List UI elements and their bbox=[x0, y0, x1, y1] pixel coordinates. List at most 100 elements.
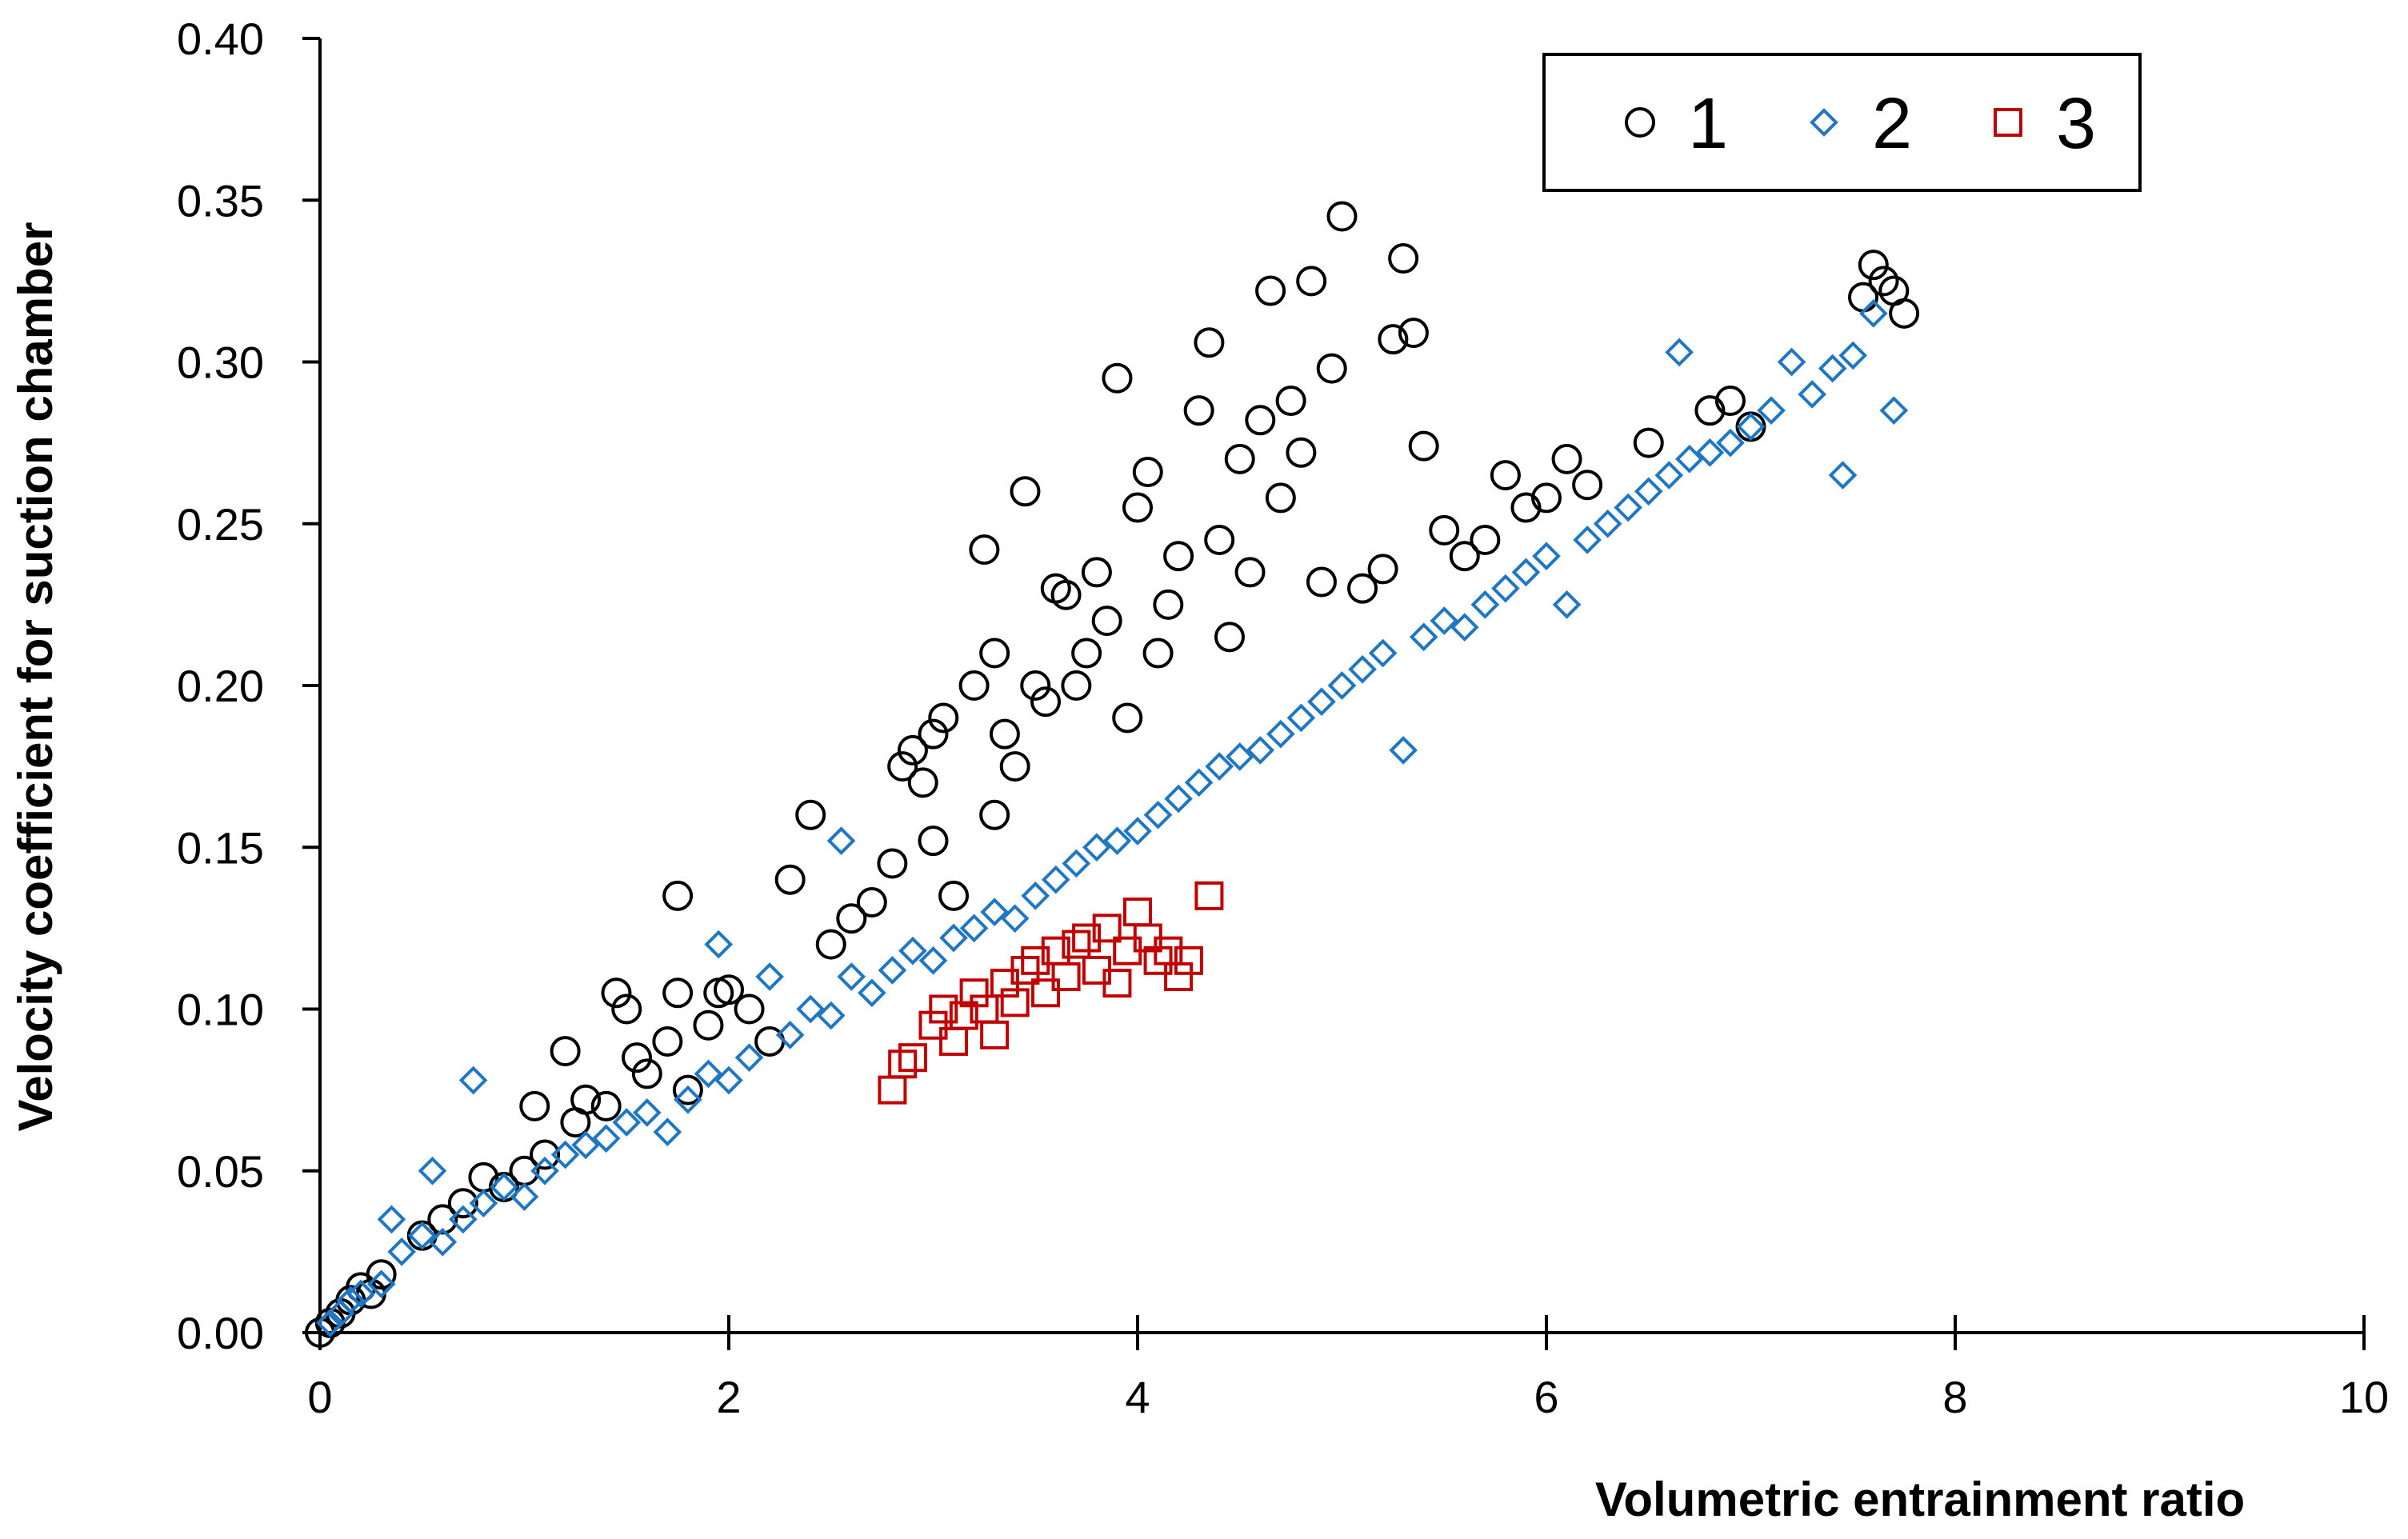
series-1-point bbox=[1326, 201, 1358, 232]
series-1-point bbox=[447, 1188, 478, 1219]
series-2-point bbox=[1818, 354, 1847, 383]
series-2-point bbox=[1409, 622, 1438, 652]
series-2-point bbox=[1225, 742, 1254, 771]
series-3-point bbox=[1000, 988, 1030, 1017]
series-1-point bbox=[979, 638, 1010, 669]
series-2-point bbox=[377, 1205, 406, 1234]
series-2-point bbox=[1828, 461, 1858, 490]
series-2-point bbox=[591, 1124, 621, 1153]
series-2-point bbox=[490, 1173, 518, 1201]
series-1-point bbox=[714, 974, 744, 1005]
series-2-point bbox=[428, 1227, 458, 1257]
series-3-point bbox=[1164, 962, 1194, 992]
series-3-point bbox=[918, 1010, 948, 1040]
series-2-point bbox=[1470, 590, 1500, 619]
series-1-point bbox=[1347, 573, 1378, 604]
series-1-point bbox=[611, 993, 642, 1025]
series-2-point bbox=[1062, 849, 1091, 878]
legend-label-3: 3 bbox=[2056, 84, 2096, 164]
series-2-point bbox=[694, 1059, 723, 1089]
series-1-point bbox=[601, 977, 632, 1009]
series-1-point bbox=[1265, 482, 1296, 514]
series-1-point bbox=[918, 825, 949, 857]
series-2-point bbox=[1286, 703, 1316, 733]
series-2-point bbox=[346, 1279, 375, 1309]
series-1-point bbox=[1142, 638, 1174, 669]
series-2-point bbox=[898, 936, 927, 965]
series-3-point bbox=[1174, 945, 1203, 975]
series-1-point bbox=[1153, 589, 1184, 620]
series-1-point bbox=[1714, 386, 1746, 417]
series-1-point bbox=[622, 1042, 653, 1073]
series-2-point bbox=[1184, 768, 1214, 797]
series-1-point bbox=[427, 1204, 458, 1235]
series-2-point bbox=[1450, 613, 1479, 642]
series-3-point bbox=[1102, 969, 1132, 998]
series-3-point bbox=[1123, 897, 1152, 927]
legend-label-1: 1 bbox=[1688, 84, 1728, 164]
series-2-point bbox=[1348, 654, 1377, 684]
series-1-point bbox=[1081, 557, 1112, 588]
series-2-point bbox=[458, 1065, 488, 1095]
series-1-point bbox=[1091, 606, 1122, 637]
series-2-point bbox=[837, 962, 866, 991]
series-1-point bbox=[519, 1090, 550, 1121]
series-2-point bbox=[1665, 338, 1694, 367]
series-2-point bbox=[510, 1182, 539, 1211]
series-2-point bbox=[632, 1098, 662, 1127]
series-1-point bbox=[836, 903, 867, 934]
series-2-point bbox=[449, 1205, 478, 1234]
series-2-point bbox=[1123, 817, 1152, 845]
series-2-point bbox=[674, 1085, 702, 1114]
series-1-point bbox=[1510, 492, 1542, 523]
series-1-point bbox=[570, 1084, 602, 1115]
series-2-point bbox=[1511, 558, 1541, 587]
series-1-point bbox=[1572, 470, 1603, 501]
series-3-point bbox=[888, 1049, 918, 1079]
y-tick-label: 0.10 bbox=[177, 985, 264, 1035]
series-2-point bbox=[1614, 493, 1643, 522]
series-1-point bbox=[1429, 514, 1460, 546]
series-2-point bbox=[1736, 412, 1766, 442]
series-2-point bbox=[1307, 687, 1336, 717]
series-3-point bbox=[1031, 978, 1061, 1008]
series-1-point bbox=[774, 864, 806, 895]
series-1-point bbox=[928, 702, 959, 734]
series-2-point bbox=[418, 1156, 447, 1185]
series-1-point bbox=[958, 670, 990, 701]
series-1-point bbox=[1470, 524, 1501, 555]
series-1-point bbox=[366, 1259, 397, 1290]
series-2-point bbox=[1327, 671, 1357, 700]
series-2-point bbox=[1041, 865, 1070, 894]
series-2-point bbox=[796, 994, 826, 1024]
series-1-point bbox=[1275, 386, 1306, 417]
series-1-point bbox=[1889, 298, 1920, 329]
series-3-point bbox=[1143, 945, 1173, 975]
series-2-point bbox=[704, 929, 734, 959]
series-2-point bbox=[1798, 380, 1826, 409]
series-2-point bbox=[939, 923, 968, 953]
series-1-point bbox=[530, 1139, 561, 1170]
y-axis-title: Velocity coefficient for suction chamber bbox=[9, 222, 62, 1132]
series-1-point bbox=[1367, 554, 1398, 585]
series-1-point bbox=[918, 718, 949, 750]
series-1-point bbox=[897, 734, 928, 766]
series-2-point bbox=[1695, 438, 1725, 467]
series-2-point bbox=[775, 1021, 805, 1049]
series-1-point bbox=[856, 887, 887, 918]
series-1-point bbox=[652, 1025, 683, 1057]
series-1-point bbox=[1316, 353, 1347, 384]
series-2-point bbox=[1757, 396, 1786, 426]
series-2-point bbox=[734, 1043, 764, 1073]
series-2-point bbox=[1102, 826, 1132, 855]
series-2-point bbox=[1552, 590, 1582, 619]
series-1-point bbox=[938, 880, 970, 911]
series-1-point bbox=[989, 718, 1020, 750]
series-1-point bbox=[1735, 411, 1766, 442]
y-tick-label: 0.35 bbox=[177, 175, 264, 226]
series-1-point bbox=[1408, 430, 1439, 462]
series-2-point bbox=[918, 945, 948, 975]
series-2-point bbox=[653, 1117, 682, 1147]
series-1-point bbox=[1551, 443, 1582, 474]
ticks: 0 2 4 6 8 10 0.00 0.05 0.10 0.15 0.20 0.25 0.30 0.35 0… bbox=[177, 14, 2389, 1422]
